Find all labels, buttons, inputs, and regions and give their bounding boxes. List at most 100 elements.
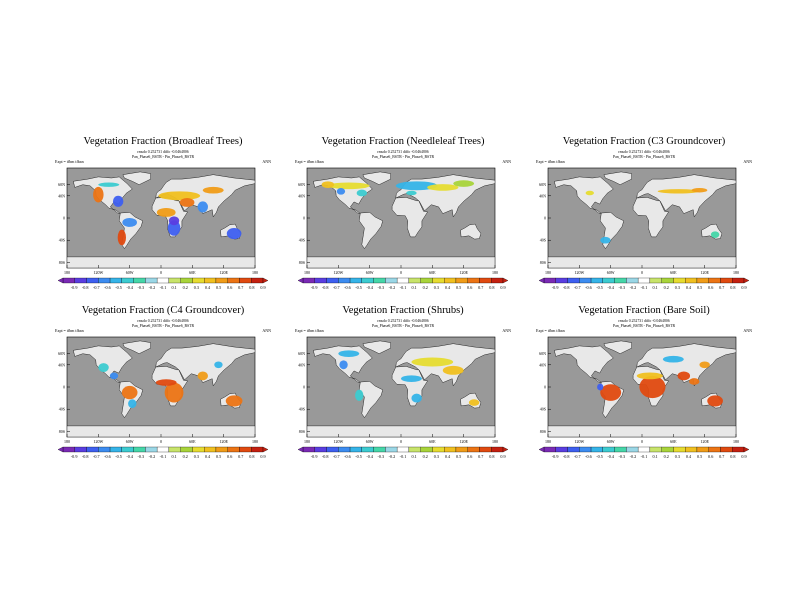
colorbar-swatch [133, 277, 146, 284]
colorbar-label: -0.9 [311, 454, 318, 459]
anomaly-patch-4 [156, 208, 176, 217]
expt-label: Expt = tfbm tfban [295, 328, 324, 333]
colorbar-label: 0.8 [249, 454, 254, 459]
panel-title: Vegetation Fraction (Bare Soil) [578, 305, 710, 316]
continent-6 [67, 256, 255, 268]
colorbar-label: -0.5 [596, 454, 603, 459]
colorbar-label: -0.1 [160, 454, 167, 459]
colorbar-label: -0.7 [574, 454, 581, 459]
experiment-line: Pan_Phase6_BSTR - Pin_Phase6_BSTR [371, 323, 435, 328]
colorbar-label: 0.8 [249, 285, 254, 290]
continent-2 [358, 381, 383, 418]
y-tick-label: 80S [299, 429, 305, 434]
x-tick-label: 180 [733, 439, 739, 444]
colorbar-label: 0.2 [423, 285, 428, 290]
anomaly-patch-0 [600, 384, 622, 401]
colorbar-label: 0.5 [697, 454, 702, 459]
panel-stats: rmsdo 0.252731 diffo -0.0464806 Pan_Phase… [293, 150, 513, 159]
y-tick-label: 60N [58, 182, 65, 187]
colorbar-label: -0.1 [641, 454, 648, 459]
anomaly-patch-3 [710, 231, 720, 238]
y-tick-label: 80S [540, 429, 546, 434]
colorbar-swatch [614, 277, 627, 284]
colorbar-swatch [251, 277, 264, 284]
y-tick-label: 40N [298, 362, 305, 367]
colorbar-label: 0.3 [194, 285, 199, 290]
y-tick-label: 0 [303, 216, 305, 221]
x-tick-label: 120W [574, 439, 584, 444]
panel-stats: rmsdo 0.252731 diffo -0.0464806 Pan_Phase… [53, 150, 273, 159]
colorbar-label: 0.3 [434, 285, 439, 290]
colorbar-label: -0.4 [607, 285, 615, 290]
colorbar-swatch [373, 446, 386, 453]
colorbar-label: 0.4 [205, 454, 211, 459]
colorbar-swatch [385, 446, 398, 453]
colorbar-swatch [180, 446, 193, 453]
colorbar-label: 0.8 [730, 454, 735, 459]
season-label: ANN [743, 328, 752, 333]
world-map: 60N 40N 0 40S 80S 180 120W 60W 0 60E 120E 180 [298, 167, 498, 275]
colorbar-label: 0.8 [489, 454, 494, 459]
colorbar-label: -0.1 [400, 285, 407, 290]
colorbar-swatch [720, 446, 733, 453]
y-tick-label: 80S [540, 260, 546, 265]
colorbar-label: 0.8 [489, 285, 494, 290]
colorbar-swatch [444, 277, 457, 284]
colorbar-swatch [479, 277, 492, 284]
world-map: 60N 40N 0 40S 80S 180 120W 60W 0 60E 120E 180 [539, 167, 739, 275]
anomaly-patch-2 [691, 188, 708, 193]
colorbar-label: 0.2 [664, 285, 669, 290]
x-tick-label: 180 [252, 439, 258, 444]
colorbar-swatch [385, 277, 398, 284]
anomaly-patch-4 [707, 395, 723, 407]
panel-stats: rmsdo 0.252731 diffo -0.0464806 Pan_Phase… [293, 319, 513, 328]
expt-label: Expt = tfbm tfban [536, 159, 565, 164]
panel-title: Vegetation Fraction (Needleleaf Trees) [321, 136, 485, 147]
colorbar-label: -0.5 [596, 285, 603, 290]
colorbar-swatch [86, 446, 99, 453]
colorbar-swatch [555, 277, 568, 284]
colorbar-swatch [626, 277, 639, 284]
y-tick-label: 0 [63, 216, 65, 221]
anomaly-patch-3 [677, 371, 691, 381]
colorbar-swatch [361, 446, 374, 453]
colorbar-swatch [685, 277, 698, 284]
colorbar-swatch [227, 446, 240, 453]
colorbar-arrow-left [57, 277, 64, 284]
colorbar-arrow-right [743, 277, 750, 284]
y-tick-label: 0 [544, 385, 546, 390]
colorbar-swatch [215, 446, 228, 453]
colorbar-swatch [614, 446, 627, 453]
colorbar-swatch [204, 277, 217, 284]
anomaly-patch-7 [662, 355, 684, 363]
colorbar-label: -0.1 [641, 285, 648, 290]
anomaly-patch-5 [453, 180, 475, 187]
colorbar-label: -0.5 [355, 285, 362, 290]
colorbar-swatch [192, 277, 205, 284]
continent-2 [358, 212, 383, 249]
anomaly-patch-0 [93, 186, 104, 203]
colorbar-label: -0.4 [366, 454, 374, 459]
colorbar-swatch [227, 277, 240, 284]
colorbar-swatch [326, 277, 339, 284]
colorbar-label: -0.3 [618, 454, 625, 459]
colorbar-swatch [156, 446, 170, 453]
panel-stats: rmsdo 0.252731 diffo -0.0464806 Pan_Phase… [53, 319, 273, 328]
colorbar-label: 0.8 [730, 285, 735, 290]
x-tick-label: 60E [429, 270, 436, 275]
continent-6 [307, 256, 495, 268]
colorbar-swatch [98, 446, 111, 453]
colorbar-label: 0.9 [260, 454, 265, 459]
map-panel-2: Vegetation Fraction (Needleleaf Trees) rm… [293, 136, 513, 306]
stats-line: rmsdo 0.252731 diffo -0.0464806 [137, 319, 189, 323]
colorbar-swatch [215, 277, 228, 284]
colorbar-swatch [543, 446, 556, 453]
colorbar-label: -0.4 [366, 285, 374, 290]
colorbar-swatch [62, 277, 75, 284]
colorbar-label: -0.4 [126, 454, 134, 459]
colorbar-arrow-left [57, 446, 64, 453]
colorbar-label: -0.6 [585, 285, 592, 290]
expt-label: Expt = tfbm tfban [55, 328, 84, 333]
x-tick-label: 60W [366, 270, 374, 275]
y-tick-label: 40N [298, 193, 305, 198]
